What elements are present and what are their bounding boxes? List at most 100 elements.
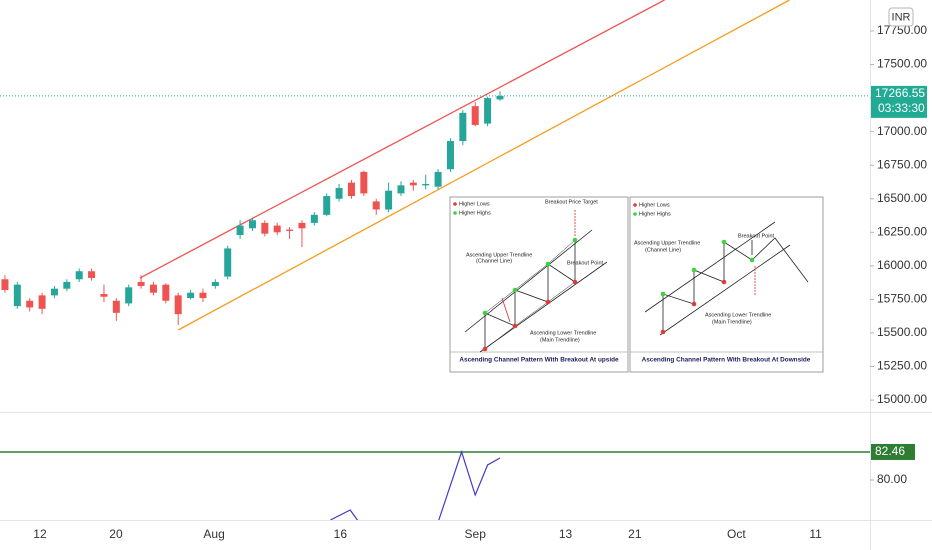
inset-label: Higher Lows xyxy=(459,201,490,207)
x-tick-label: 13 xyxy=(559,527,573,541)
reference-label: 82.46 xyxy=(875,444,905,458)
candle-body xyxy=(397,185,405,194)
candle-body xyxy=(38,295,46,309)
candle-body xyxy=(199,292,207,299)
candle-body xyxy=(162,284,170,301)
y-tick-label: 17000.00 xyxy=(877,124,927,138)
y-tick-label: 17500.00 xyxy=(877,57,927,71)
reference-badge xyxy=(871,443,915,460)
y-tick-label: 17750.00 xyxy=(877,23,927,37)
y-tick-label: 16250.00 xyxy=(877,224,927,238)
zigzag xyxy=(484,239,576,314)
inset-label: (Main Trendline) xyxy=(540,337,580,343)
candle-body xyxy=(273,225,281,233)
channel-line xyxy=(659,244,791,336)
y-tick-label: 80.00 xyxy=(877,472,907,486)
candle-body xyxy=(125,287,133,304)
x-tick-label: Aug xyxy=(203,527,224,541)
inset-label: (Channel Line) xyxy=(476,258,512,264)
axes: 15000.00 15250.00 15500.00 15750.00 16000.00… xyxy=(33,23,927,541)
x-tick-label: Sep xyxy=(465,527,487,541)
candle-body xyxy=(137,281,145,286)
inset-label: Ascending Upper Trendline xyxy=(634,240,700,246)
candle-body xyxy=(471,106,479,125)
candle-body xyxy=(422,183,430,186)
inset-upside: Higher Lows Higher Highs Breakout Price … xyxy=(449,196,629,373)
last-price-label: 17266.55 xyxy=(875,86,925,100)
inset-label: Breakout Price Target xyxy=(545,199,598,205)
candle-body xyxy=(310,214,318,223)
candle-body xyxy=(174,295,182,315)
y-tick-label: 16750.00 xyxy=(877,157,927,171)
countdown: 03:33:30 xyxy=(878,101,925,115)
y-tick-label: 15500.00 xyxy=(877,325,927,339)
candle-body xyxy=(335,188,343,199)
candle-body xyxy=(100,294,108,297)
inset-label: Ascending Lower Trendline xyxy=(530,330,596,336)
candle-body xyxy=(187,292,195,299)
inset-label: (Channel Line) xyxy=(645,247,681,253)
trendline xyxy=(177,0,790,331)
candle-body xyxy=(360,171,368,194)
candle-body xyxy=(496,95,504,100)
currency: INR xyxy=(892,11,911,23)
inset-frame xyxy=(449,196,629,373)
x-tick-label: Oct xyxy=(727,527,746,541)
inset-label: Breakout Point xyxy=(567,260,604,266)
candle-body xyxy=(13,284,21,307)
candle-body xyxy=(385,190,393,210)
indicator-pane xyxy=(0,450,870,520)
candle-body xyxy=(298,222,306,229)
x-tick-label: 16 xyxy=(334,527,348,541)
y-tick-label: 15750.00 xyxy=(877,292,927,306)
inset-title: Ascending Channel Pattern With Breakout … xyxy=(642,357,811,364)
candle-body xyxy=(248,220,256,229)
main-pane xyxy=(0,0,870,331)
candle-body xyxy=(26,300,34,308)
y-tick-label: 15000.00 xyxy=(877,392,927,406)
candle-body xyxy=(446,141,454,170)
candle-body xyxy=(63,281,71,289)
inset-downside: Higher Lows Higher Highs Ascending Upper… xyxy=(629,196,824,373)
inset-label: Higher Highs xyxy=(459,210,491,216)
candle-body xyxy=(323,196,331,215)
inset-label: Higher Highs xyxy=(639,211,671,217)
candle-body xyxy=(1,279,9,291)
y-tick-label: 15250.00 xyxy=(877,359,927,373)
candle-body xyxy=(211,281,219,286)
candle-body xyxy=(347,182,355,197)
x-tick-label: 21 xyxy=(628,527,642,541)
inset-label: (Main Trendline) xyxy=(712,319,752,325)
indicator-line xyxy=(330,450,501,520)
candle-body xyxy=(75,271,83,280)
inset-label: Breakout Point xyxy=(738,233,775,239)
channel-line xyxy=(479,261,608,353)
candle-body xyxy=(112,300,120,313)
candle-body xyxy=(434,171,442,187)
inset-title: Ascending Channel Pattern With Breakout … xyxy=(459,357,619,364)
inset-label: Ascending Lower Trendline xyxy=(705,312,771,318)
channel-line xyxy=(644,221,776,313)
last-price-badge xyxy=(871,85,927,118)
x-tick-label: 12 xyxy=(33,527,47,541)
candle-body xyxy=(224,248,232,277)
candle-body xyxy=(50,288,58,296)
x-tick-label: 20 xyxy=(109,527,123,541)
arrow xyxy=(501,297,511,323)
zigzag xyxy=(484,240,576,349)
y-tick-label: 16500.00 xyxy=(877,191,927,205)
candle-body xyxy=(459,112,467,142)
y-tick-label: 16000.00 xyxy=(877,258,927,272)
candle-body xyxy=(286,229,294,231)
candle-body xyxy=(261,222,269,234)
candle-body xyxy=(88,271,96,278)
channel-line xyxy=(464,229,593,333)
inset-label: Higher Lows xyxy=(639,202,670,208)
candle-body xyxy=(149,284,157,293)
candle-body xyxy=(409,182,417,186)
inset-frame xyxy=(629,196,824,373)
currency-badge[interactable] xyxy=(888,7,914,27)
x-tick-label: 11 xyxy=(809,527,822,541)
candle-body xyxy=(236,225,244,235)
